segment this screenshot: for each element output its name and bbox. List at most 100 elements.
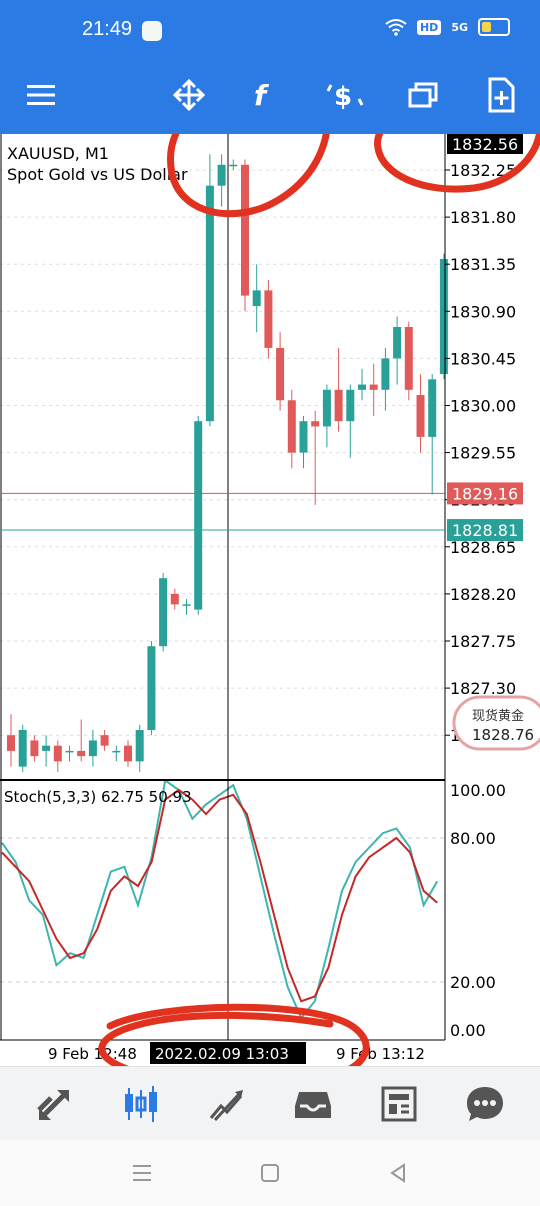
candle-body <box>276 347 285 401</box>
windows-icon <box>408 82 438 108</box>
float-badge-title: 现货黄金 <box>472 708 524 724</box>
nav-chart[interactable] <box>116 1081 166 1127</box>
ask-price-tag-bg <box>447 519 523 542</box>
menu-button[interactable] <box>16 70 66 120</box>
candle-body <box>381 358 390 390</box>
battery-icon <box>478 18 510 36</box>
candle-body <box>217 164 226 186</box>
candle-body <box>229 164 238 167</box>
price-axis-label: 1827.30 <box>450 679 516 698</box>
candle-body <box>416 395 425 437</box>
price-axis-label: 1830.45 <box>450 349 516 368</box>
candle-body <box>159 578 168 647</box>
nav-history[interactable] <box>288 1081 338 1127</box>
indicators-button[interactable]: f <box>238 70 288 120</box>
document-add-icon <box>488 77 515 113</box>
chart-area[interactable]: 1832.25 1831.80 1831.35 1830.90 1830.45 1830.… <box>0 63 540 1089</box>
price-axis-label: 1830.00 <box>450 397 516 416</box>
candles <box>7 154 448 772</box>
bottom-navigation <box>0 1066 540 1141</box>
candle-body <box>124 745 132 762</box>
status-bar: 21:49 HD 5G <box>0 0 540 60</box>
candle-body <box>428 379 437 437</box>
candle-body <box>135 729 144 762</box>
price-axis-label: 1828.20 <box>450 585 516 604</box>
candle-body <box>112 750 121 753</box>
timeframes-button[interactable] <box>398 70 448 120</box>
candle-body <box>88 740 97 757</box>
chat-bubble-icon <box>467 1087 503 1121</box>
signal-label: 5G <box>451 20 468 34</box>
chart-toolbar: f $ <box>0 60 540 134</box>
price-axis-label: 1831.80 <box>450 208 516 227</box>
back-triangle-icon <box>390 1163 405 1183</box>
trade-button[interactable]: $ <box>320 70 370 120</box>
symbol-description: Spot Gold vs US Dollar <box>7 165 188 184</box>
app-notification-icon <box>142 21 162 41</box>
candle-body <box>100 735 109 746</box>
price-axis-label: 1830.90 <box>450 302 516 321</box>
candle-body <box>287 400 296 453</box>
nav-quotes[interactable] <box>30 1081 80 1127</box>
newspaper-icon <box>381 1086 417 1122</box>
nav-news[interactable] <box>374 1081 424 1127</box>
price-axis-label: 1831.35 <box>450 255 516 274</box>
candle-body <box>205 185 214 422</box>
candle-body <box>18 729 27 767</box>
stochastic-lines <box>1 778 439 1020</box>
time-label-right: 9 Feb 13:12 <box>336 1045 425 1063</box>
candle-body <box>369 384 378 390</box>
candle-body <box>42 745 51 751</box>
system-navigation <box>0 1140 540 1206</box>
cursor-time-bg <box>150 1042 306 1064</box>
stoch-axis-label: 100.00 <box>450 781 506 800</box>
stoch-main-line <box>1 778 439 1020</box>
candle-body <box>393 327 402 359</box>
candle-body <box>334 389 343 422</box>
status-indicators: HD 5G <box>385 18 510 36</box>
candle-body <box>264 290 273 348</box>
wifi-icon <box>385 19 407 36</box>
svg-text:f: f <box>254 79 270 112</box>
home-square-icon <box>261 1164 279 1182</box>
nav-chat[interactable] <box>460 1081 510 1127</box>
symbol-label: XAUUSD, M1 <box>7 144 109 163</box>
candle-body <box>77 750 86 757</box>
cursor-time-label: 2022.02.09 13:03 <box>155 1045 289 1063</box>
candle-body <box>311 421 320 427</box>
hd-badge: HD <box>416 19 442 35</box>
stoch-axis-label: 0.00 <box>450 1021 486 1040</box>
crosshair-button[interactable] <box>164 70 214 120</box>
back-button[interactable] <box>383 1160 413 1186</box>
stoch-label: Stoch(5,3,3) 62.75 50.93 <box>4 788 192 806</box>
templates-button[interactable] <box>476 70 526 120</box>
symbol-float-badge[interactable] <box>452 695 540 751</box>
recents-icon <box>133 1165 151 1181</box>
quotes-arrows-icon <box>37 1090 69 1120</box>
price-axis-label: 1828.65 <box>450 538 516 557</box>
chart-canvas[interactable]: 1832.25 1831.80 1831.35 1830.90 1830.45 1830.… <box>0 63 540 1089</box>
price-axis-label: 1827.75 <box>450 632 516 651</box>
candle-body <box>252 290 261 307</box>
candle-body <box>404 327 413 390</box>
current-price-tag-bg <box>447 134 523 154</box>
nav-trade[interactable] <box>202 1081 252 1127</box>
stoch-axis-label: 20.00 <box>450 973 496 992</box>
stoch-axis-label: 80.00 <box>450 829 496 848</box>
time-label-left: 9 Feb 12:48 <box>48 1045 137 1063</box>
trade-trend-icon <box>209 1090 243 1122</box>
candle-body <box>182 604 191 606</box>
candle-body <box>194 421 203 610</box>
inbox-icon <box>295 1092 331 1118</box>
function-icon: f <box>254 79 270 112</box>
candle-body <box>358 384 366 390</box>
recents-button[interactable] <box>127 1160 157 1186</box>
candle-body <box>53 745 62 762</box>
dollar-trade-icon: $ <box>326 82 364 112</box>
candle-body <box>30 740 39 757</box>
candle-body <box>147 646 156 730</box>
price-axis-label: 1829.55 <box>450 444 516 463</box>
ask-price-tag: 1828.81 <box>452 521 518 540</box>
home-button[interactable] <box>255 1160 285 1186</box>
candles-icon <box>125 1086 157 1122</box>
